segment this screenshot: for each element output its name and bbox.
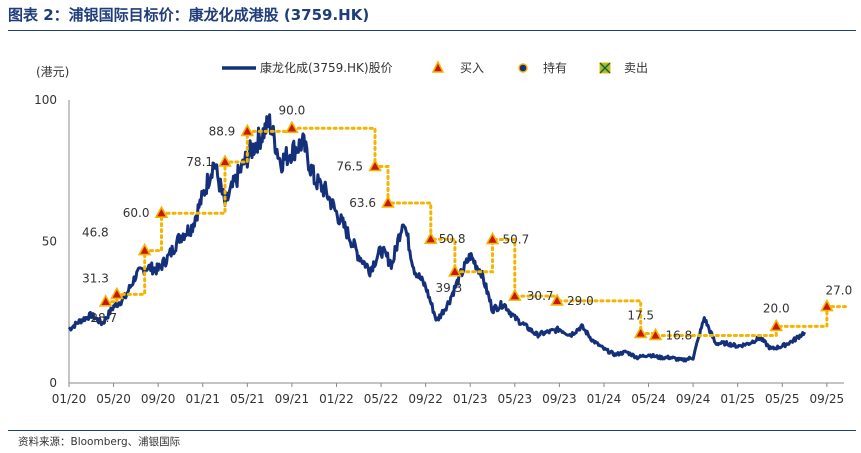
buy-marker (485, 231, 500, 245)
target-price-label: 39.3 (436, 281, 463, 295)
legend: 康龙化成(3759.HK)股价 买入 持有 卖出 (222, 60, 648, 75)
legend-sell-label: 卖出 (624, 61, 648, 75)
x-tick-label: 05/20 (96, 392, 131, 406)
target-price-label: 50.8 (439, 232, 466, 246)
price-series (67, 113, 806, 363)
footer-rule (8, 430, 856, 431)
target-price-label: 50.7 (503, 233, 530, 247)
price-line (67, 113, 806, 363)
target-price-label: 30.7 (527, 289, 554, 303)
x-tick-label: 09/20 (141, 392, 176, 406)
buy-marker (285, 120, 299, 134)
x-tick-label: 09/25 (810, 392, 845, 406)
target-price-line (104, 126, 850, 337)
x-tick-label: 09/24 (676, 392, 711, 406)
target-price-label: 60.0 (123, 206, 150, 220)
axes: 0 50 100 01/20 05/20 09/20 01/21 05/21 09/21 01/2… (34, 93, 844, 406)
buy-marker (240, 123, 255, 137)
y-tick-label: 100 (34, 93, 57, 107)
y-axis-label: (港元) (36, 65, 69, 79)
buy-marker (507, 288, 522, 301)
buy-marker (381, 195, 395, 208)
x-tick-label: 05/22 (364, 392, 399, 406)
target-price-label: 20.0 (763, 301, 790, 315)
legend-hold-label: 持有 (543, 60, 567, 75)
x-tick-label: 01/21 (185, 392, 220, 406)
target-series: 28.7 31.3 46.8 60.0 78.1 88.9 90.0 76.5 63.6 50.8… (82, 103, 852, 342)
target-price-label: 16.8 (665, 328, 692, 342)
target-price-label: 31.3 (82, 271, 109, 285)
buy-marker (137, 242, 152, 256)
buy-marker (154, 205, 169, 218)
target-price-label: 76.5 (336, 160, 363, 174)
x-tick-label: 01/22 (319, 392, 354, 406)
legend-sell-cross (599, 62, 611, 74)
x-tick-label: 05/21 (230, 392, 265, 406)
buy-marker (448, 264, 462, 277)
buy-marker (769, 318, 784, 332)
target-price-label: 90.0 (279, 103, 306, 117)
buy-marker (648, 327, 663, 341)
x-tick-label: 01/25 (720, 392, 755, 406)
x-tick-label: 01/20 (52, 392, 87, 406)
x-tick-label: 01/23 (453, 392, 488, 406)
buy-marker (218, 154, 232, 167)
x-tick-label: 09/21 (275, 392, 310, 406)
x-tick-label: 05/24 (631, 392, 666, 406)
target-price-label: 17.5 (627, 308, 654, 322)
x-tick-label: 05/23 (498, 392, 533, 406)
buy-marker (633, 325, 648, 339)
buy-marker (423, 231, 438, 245)
target-price-label: 29.0 (567, 294, 594, 308)
x-tick-label: 09/23 (542, 392, 577, 406)
target-price-label: 28.7 (90, 311, 117, 325)
target-price-label: 78.1 (186, 155, 213, 169)
y-tick-label: 50 (42, 235, 57, 249)
buy-marker (98, 294, 113, 307)
legend-price-label: 康龙化成(3759.HK)股价 (260, 60, 393, 75)
x-tick-label: 09/22 (408, 392, 443, 406)
page-title: 图表 2：浦银国际目标价：康龙化成港股 (3759.HK) (8, 6, 370, 24)
legend-buy-label: 买入 (460, 61, 484, 75)
title-rule (8, 30, 856, 31)
target-price-label: 63.6 (349, 196, 376, 210)
buy-marker (368, 158, 382, 172)
buy-marker (550, 293, 564, 306)
buy-marker (110, 286, 124, 300)
legend-buy-icon (431, 60, 445, 73)
x-tick-label: 01/24 (587, 392, 622, 406)
source-note: 资料来源：Bloomberg、浦银国际 (18, 436, 181, 448)
legend-hold-icon (518, 63, 528, 73)
x-tick-label: 05/25 (765, 392, 800, 406)
target-price-label: 27.0 (825, 284, 852, 298)
buy-marker (820, 298, 834, 312)
target-price-label: 88.9 (209, 124, 236, 138)
target-price-label: 46.8 (82, 226, 109, 240)
y-tick-label: 0 (49, 376, 57, 390)
